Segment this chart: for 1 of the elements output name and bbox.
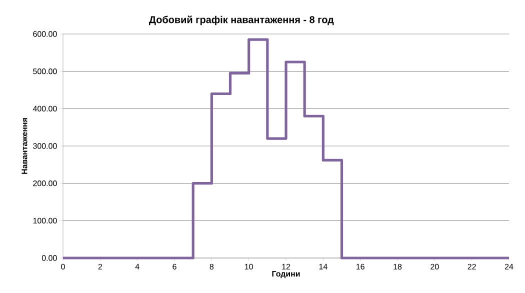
chart-title: Добовий графік навантаження - 8 год	[148, 16, 334, 26]
